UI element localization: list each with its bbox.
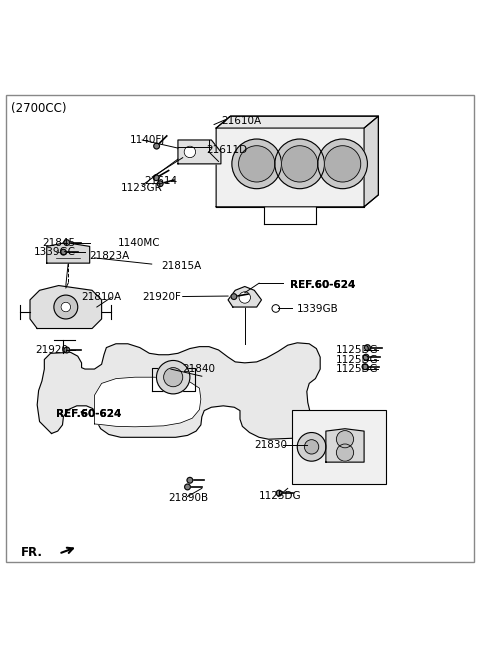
Text: 21611D: 21611D [206, 145, 248, 154]
Text: FR.: FR. [21, 546, 42, 559]
Text: REF.60-624: REF.60-624 [56, 409, 121, 419]
Circle shape [318, 139, 367, 189]
Text: 21840: 21840 [183, 364, 216, 374]
Text: 1123GR: 1123GR [120, 183, 162, 193]
Circle shape [336, 444, 354, 461]
Polygon shape [95, 377, 201, 427]
Polygon shape [37, 343, 320, 440]
Text: 1125DG: 1125DG [259, 491, 302, 501]
Circle shape [281, 146, 318, 182]
Circle shape [363, 354, 369, 360]
Circle shape [64, 347, 70, 353]
Text: 1125DG: 1125DG [336, 355, 378, 365]
Bar [292, 409, 385, 484]
Text: 21815A: 21815A [161, 261, 202, 271]
Text: 21920F: 21920F [142, 292, 181, 302]
Text: 1140MC: 1140MC [118, 238, 161, 248]
Circle shape [324, 146, 361, 182]
Polygon shape [30, 286, 102, 328]
Circle shape [231, 294, 237, 300]
Text: REF.60-624: REF.60-624 [56, 409, 121, 419]
Text: 21823A: 21823A [90, 251, 130, 261]
Polygon shape [178, 140, 221, 164]
Circle shape [187, 478, 193, 483]
Circle shape [156, 361, 190, 394]
Circle shape [239, 292, 251, 304]
Text: (2700CC): (2700CC) [11, 102, 66, 115]
Circle shape [232, 139, 281, 189]
Text: 1140FJ: 1140FJ [130, 135, 166, 145]
Text: 1125DG: 1125DG [336, 345, 378, 355]
Circle shape [297, 432, 326, 461]
Circle shape [64, 240, 70, 246]
Circle shape [304, 440, 319, 454]
Circle shape [164, 368, 183, 387]
Text: 1339GC: 1339GC [34, 247, 76, 257]
Text: REF.60-624: REF.60-624 [290, 280, 356, 290]
Text: 1339GB: 1339GB [297, 304, 339, 315]
Circle shape [239, 146, 275, 182]
Circle shape [157, 181, 163, 187]
Circle shape [336, 430, 354, 448]
Circle shape [362, 364, 368, 369]
Text: 21830: 21830 [254, 440, 288, 451]
Polygon shape [228, 286, 262, 307]
Text: 21614: 21614 [144, 175, 178, 185]
Text: 21920: 21920 [36, 345, 69, 355]
Circle shape [184, 147, 196, 158]
Text: 1125DG: 1125DG [336, 364, 378, 374]
Text: 21845: 21845 [42, 238, 75, 248]
Circle shape [276, 490, 282, 496]
Text: 21810A: 21810A [82, 292, 122, 302]
Circle shape [364, 345, 370, 350]
Circle shape [61, 302, 71, 312]
Polygon shape [326, 429, 364, 462]
Circle shape [153, 175, 159, 181]
Circle shape [60, 249, 66, 255]
Text: REF.60-624: REF.60-624 [290, 280, 356, 290]
Polygon shape [47, 242, 90, 263]
Polygon shape [216, 116, 378, 207]
Circle shape [154, 143, 159, 149]
Circle shape [272, 305, 280, 312]
Polygon shape [364, 116, 378, 207]
Text: 21890B: 21890B [168, 493, 208, 503]
Text: 21610A: 21610A [221, 116, 261, 126]
Circle shape [185, 484, 191, 490]
Polygon shape [216, 116, 378, 128]
Circle shape [275, 139, 324, 189]
Circle shape [54, 295, 78, 319]
